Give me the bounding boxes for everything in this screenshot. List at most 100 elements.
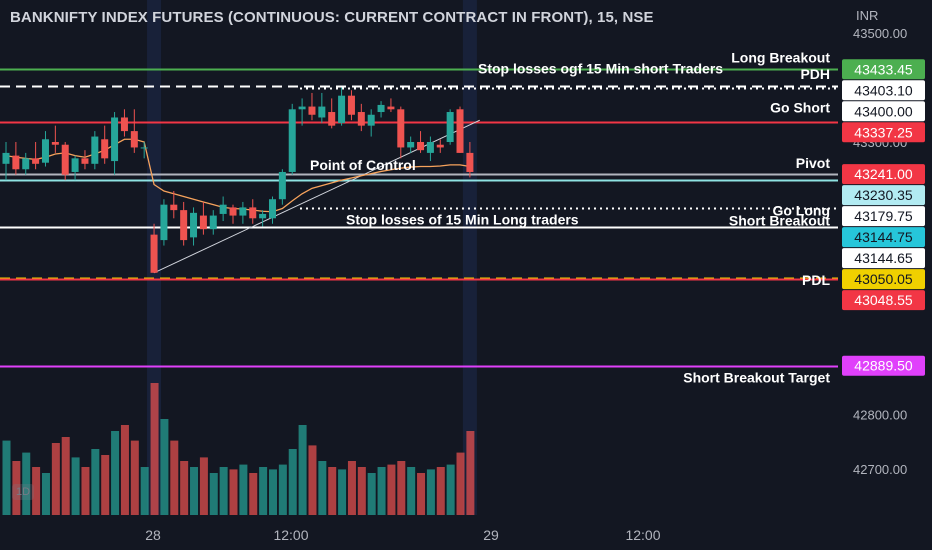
candle-body [71,158,79,172]
volume-bar [259,467,268,515]
candle-body [259,213,267,219]
volume-bar [41,473,50,515]
volume-bar [268,469,277,515]
candle-body [298,106,306,110]
candle-body [268,199,276,219]
candle-body [2,152,10,164]
volume-bar [199,457,208,515]
volume-bar [338,469,347,515]
price-badge-label: 43400.00 [854,103,913,119]
price-badge [842,355,925,376]
candle-body [456,109,464,153]
x-tick-label: 29 [483,527,499,543]
volume-bar [328,467,337,515]
volume-bar [91,449,100,515]
candle-body [140,147,148,149]
candle-body [190,212,198,238]
vwap-polyline [5,138,470,213]
candle-body [249,207,257,219]
candle-body [170,204,178,211]
volume-bar [140,467,149,515]
volume-bar [347,461,356,515]
x-tick-label: 28 [145,527,161,543]
x-tick-label: 12:00 [625,527,660,543]
candle-body [32,158,40,164]
volume-bar [357,467,366,515]
price-badge [842,101,925,122]
volume-bar [377,467,386,515]
candle-body [150,234,158,273]
volume-bar [249,473,258,515]
level-label: Long Breakout [731,49,830,65]
price-badge [842,122,925,143]
price-badge [842,185,925,206]
volume-bar [387,464,396,515]
price-badge-label: 43230.35 [854,187,913,203]
price-badge-label: 43050.05 [854,271,913,287]
volume-bar [239,464,248,515]
volume-bar [120,425,129,515]
candle-body [180,210,188,241]
trendlines [153,119,480,274]
candle-body [426,142,434,153]
volume-bar [436,467,445,515]
price-axis[interactable]: 43500.0043400.0043300.0042800.0042700.00… [842,26,925,477]
level-label: Pivot [796,155,831,171]
volume-bar [22,452,31,515]
candle-body [101,139,109,159]
volume-bar [180,461,189,515]
candle-body [120,117,128,132]
volume-bar [160,419,169,515]
level-label: Stop losses ogf 15 Min short Traders [478,61,723,77]
volume-bar [51,443,60,515]
candle-body [466,152,474,172]
candle-body [357,112,365,126]
price-badge-label: 43179.75 [854,208,913,224]
volume-bar [111,431,120,515]
volume-bar [288,449,297,515]
level-label: Go Long [772,203,830,219]
time-axis[interactable]: 28 12:00 29 12:00 [145,527,661,543]
price-badge [842,269,925,290]
volume-bar [426,469,435,515]
y-tick-label: 43500.00 [853,26,907,41]
trendline [153,119,480,274]
candle-body [12,155,20,170]
candle-body [81,158,89,164]
volume-bar [466,431,475,515]
price-badge [842,59,925,80]
volume-bar [150,383,159,515]
volume-bar [367,473,376,515]
candle-body [377,104,385,113]
volume-bar [71,457,80,515]
volume-bar [446,464,455,515]
price-badge-label: 43337.25 [854,124,913,140]
candle-body [417,142,425,151]
volume-bar [308,445,317,515]
volume-bar [278,464,287,515]
price-badge-label: 43241.00 [854,166,913,182]
interval-badge[interactable]: 1D [12,484,35,500]
volume-bar [81,467,90,515]
candle-body [209,215,217,230]
price-badge-label: 43433.45 [854,61,913,77]
candle-body [407,142,415,148]
candle-body [318,106,326,118]
price-badge [842,164,925,185]
candle-body [308,106,316,115]
candle-body [91,136,99,164]
volume-bar [101,455,110,515]
candle-body [160,204,168,241]
candle-body [219,204,227,214]
price-badge [842,290,925,311]
volume-bar [407,467,416,515]
volume-bar [318,461,327,515]
price-badge-label: 43048.55 [854,292,913,308]
candle-body [239,207,247,216]
price-badge [842,80,925,101]
candle-body [61,144,69,175]
volume-bar [61,437,70,515]
candle-body [387,106,395,110]
